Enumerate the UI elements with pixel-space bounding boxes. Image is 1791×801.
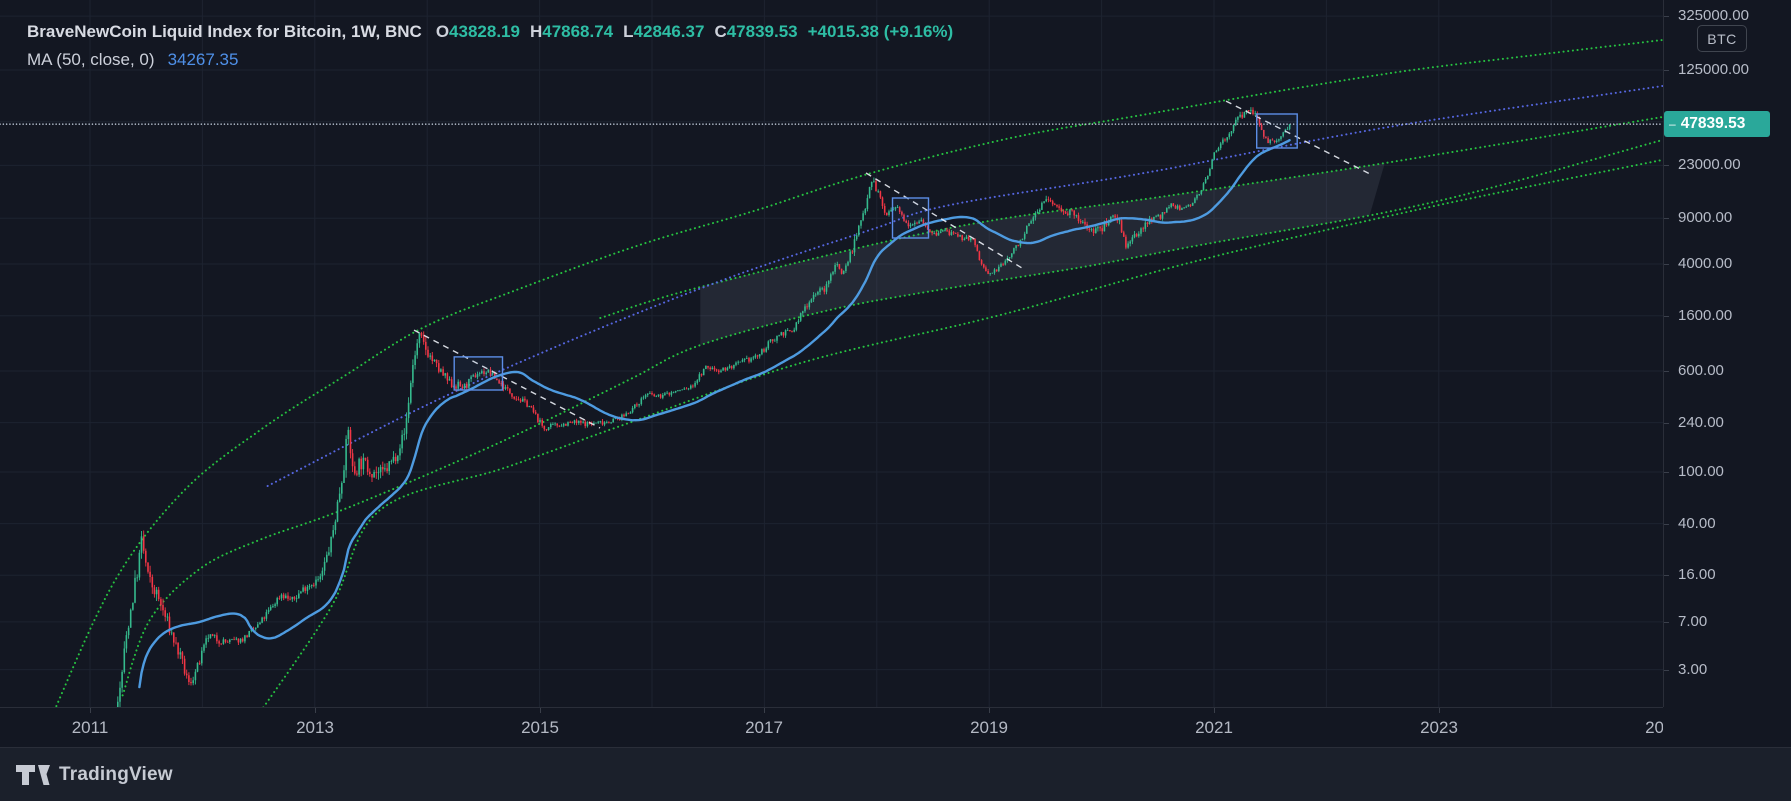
- price-axis-label: 40.00: [1678, 515, 1716, 532]
- time-axis-tick: [1214, 708, 1215, 713]
- price-axis-label: 100.00: [1678, 463, 1724, 480]
- price-tag-value: 47839.53: [1680, 115, 1746, 132]
- time-axis-label: 2019: [970, 718, 1008, 737]
- tradingview-logo-text: TradingView: [59, 764, 173, 785]
- price-axis-tick: [1664, 423, 1669, 424]
- price-axis-label: 240.00: [1678, 414, 1724, 431]
- chart-pane[interactable]: BraveNewCoin Liquid Index for Bitcoin, 1…: [0, 0, 1663, 707]
- growth-curves[interactable]: [51, 39, 1663, 707]
- time-axis-label: 2015: [521, 718, 559, 737]
- chart-canvas[interactable]: [0, 0, 1663, 707]
- time-axis[interactable]: 2011 2013 2015 2017 2019 2021 2023 2025: [0, 707, 1663, 748]
- price-axis-label: 16.00: [1678, 566, 1716, 583]
- ma-line[interactable]: [138, 138, 1291, 689]
- price-axis-tick: [1664, 575, 1669, 576]
- trend-dash-lines[interactable]: [413, 100, 1373, 429]
- price-axis-label: 9000.00: [1678, 209, 1733, 226]
- price-axis-tick: [1664, 70, 1669, 71]
- footer-bar: TradingView: [0, 747, 1791, 801]
- price-axis-tick: [1664, 165, 1669, 166]
- time-axis-tick: [764, 708, 765, 713]
- time-axis-tick: [1439, 708, 1440, 713]
- price-axis-label: 23000.00: [1678, 156, 1741, 173]
- price-tag-tick: –: [1669, 117, 1676, 131]
- price-axis-label: 7.00: [1678, 613, 1708, 630]
- price-axis-tick: [1664, 524, 1669, 525]
- price-axis-label: 125000.00: [1678, 61, 1749, 78]
- price-axis-label: 4000.00: [1678, 255, 1733, 272]
- time-axis-label: 2017: [745, 718, 783, 737]
- price-axis-tick: [1664, 264, 1669, 265]
- currency-badge[interactable]: BTC: [1697, 25, 1747, 52]
- price-axis-tick: [1664, 472, 1669, 473]
- price-axis-label: 600.00: [1678, 362, 1724, 379]
- price-axis-label: 3.00: [1678, 661, 1708, 678]
- price-axis-tick: [1664, 670, 1669, 671]
- price-axis-label: 1600.00: [1678, 307, 1733, 324]
- time-axis-tick: [540, 708, 541, 713]
- tradingview-logo[interactable]: TradingView: [16, 763, 173, 787]
- time-axis-label: 2021: [1195, 718, 1233, 737]
- axis-corner: [1663, 707, 1791, 747]
- last-price-tag: – 47839.53: [1664, 111, 1770, 137]
- price-axis-label: 325000.00: [1678, 7, 1749, 24]
- grid-layer: [0, 0, 1663, 707]
- price-axis-tick: [1664, 622, 1669, 623]
- currency-badge-label: BTC: [1707, 30, 1737, 47]
- price-axis-tick: [1664, 371, 1669, 372]
- tradingview-logo-icon: [16, 765, 50, 785]
- price-axis-tick: [1664, 16, 1669, 17]
- channel-band[interactable]: [700, 163, 1385, 346]
- time-axis-label: 2023: [1420, 718, 1458, 737]
- median-curve[interactable]: [266, 85, 1663, 487]
- time-axis-tick: [90, 708, 91, 713]
- time-axis-tick: [989, 708, 990, 713]
- time-axis-tick: [315, 708, 316, 713]
- price-axis-tick: [1664, 218, 1669, 219]
- time-axis-label: 2011: [71, 718, 109, 737]
- time-axis-label: 2013: [296, 718, 334, 737]
- time-axis-label: 2025: [1645, 718, 1663, 737]
- price-axis-tick: [1664, 316, 1669, 317]
- price-axis[interactable]: BTC 325000.00125000.0050000.0023000.0090…: [1663, 0, 1791, 747]
- selection-boxes[interactable]: [453, 113, 1298, 391]
